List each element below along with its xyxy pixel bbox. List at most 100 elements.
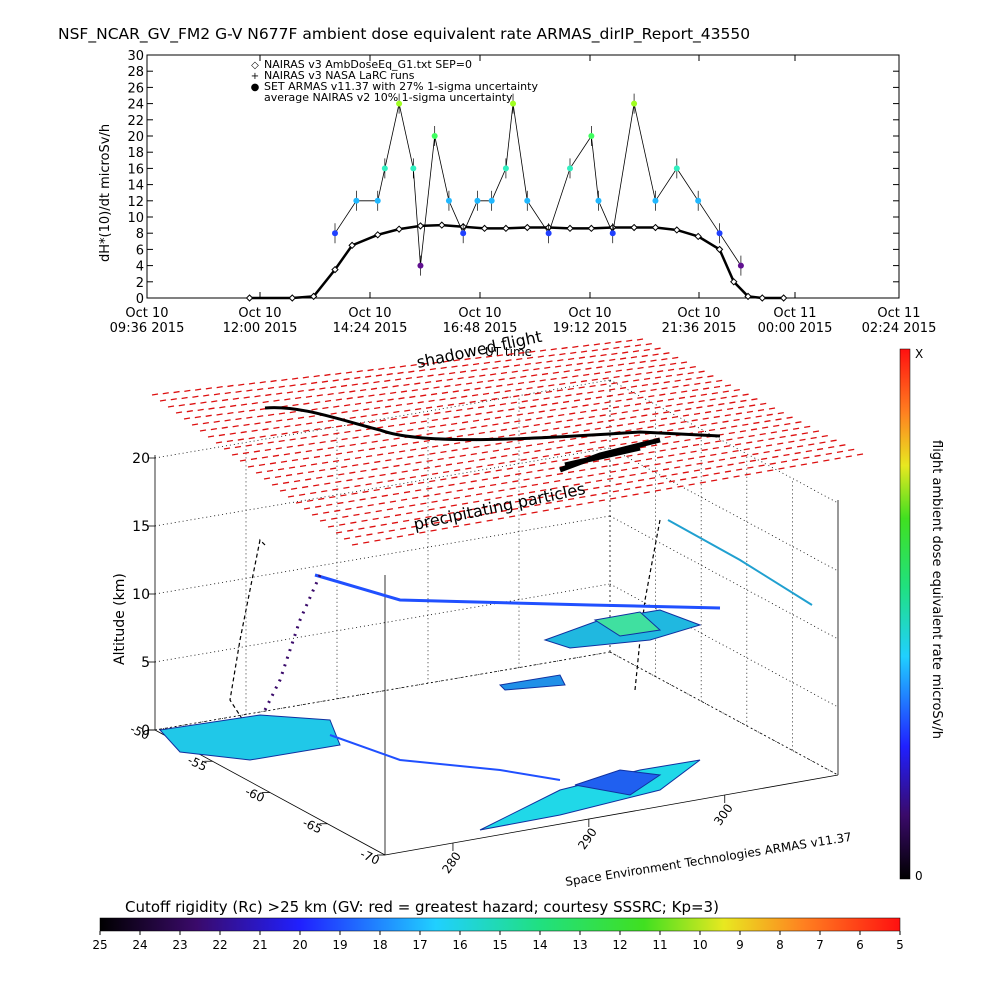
particle-dash	[335, 372, 342, 375]
particle-dash	[181, 396, 188, 400]
armas-point	[332, 230, 338, 237]
particle-dash	[609, 470, 617, 473]
particle-dash	[515, 388, 522, 391]
particle-dash	[641, 414, 648, 417]
particle-dash	[587, 501, 594, 504]
particle-dash	[670, 447, 677, 450]
particle-dash	[379, 446, 387, 449]
dose-colorbar: X 0 flight ambient dose equivalent rate …	[899, 347, 944, 883]
particle-dash	[509, 376, 516, 380]
particle-dash	[374, 433, 381, 436]
colorbar-tick-label: 17	[412, 938, 427, 952]
particle-dash	[665, 404, 672, 408]
legend-symbol: ●	[251, 82, 260, 93]
particle-dash	[454, 469, 461, 472]
lat-tick-label: -55	[185, 753, 209, 774]
particle-dash	[572, 430, 579, 434]
particle-dash	[606, 394, 613, 398]
particle-dash	[616, 424, 623, 427]
particle-dash	[580, 380, 588, 383]
particle-dash	[472, 394, 479, 397]
particle-dash	[600, 383, 607, 386]
particle-dash	[483, 361, 490, 365]
particle-dash	[381, 386, 388, 389]
particle-dash	[400, 390, 408, 393]
particle-dash	[652, 353, 659, 356]
particle-dash	[230, 404, 237, 408]
particle-dash	[459, 454, 466, 457]
particle-dash	[357, 395, 364, 399]
particle-dash	[503, 502, 510, 505]
particle-dash	[347, 529, 354, 532]
particle-dash	[380, 523, 387, 526]
particle-dash	[561, 432, 568, 435]
particle-dash	[396, 535, 403, 538]
particle-dash	[344, 430, 351, 434]
particle-dash	[573, 483, 580, 486]
particle-dash	[542, 481, 550, 485]
wall-grid-line	[154, 651, 611, 731]
particle-dash	[830, 439, 837, 442]
particle-dash	[205, 387, 212, 390]
particle-dash	[412, 468, 419, 472]
particle-dash	[589, 384, 596, 388]
timeseries-y-label: dH*(10)/dt microSv/h	[98, 124, 113, 262]
particle-dash	[273, 399, 280, 402]
particle-dash	[429, 479, 436, 483]
particle-dash	[232, 425, 239, 428]
particle-dash	[572, 375, 579, 378]
particle-dash	[748, 434, 755, 438]
particle-dash	[387, 398, 394, 401]
particle-dash	[660, 475, 667, 478]
particle-dash	[676, 373, 683, 376]
particle-dash	[635, 373, 642, 376]
particle-dash	[528, 380, 535, 383]
particle-dash	[421, 446, 428, 450]
particle-dash	[527, 411, 534, 415]
particle-dash	[385, 537, 392, 540]
particle-dash	[556, 389, 563, 392]
particle-dash	[341, 438, 348, 441]
particle-dash	[595, 479, 603, 482]
particle-dash	[612, 463, 619, 466]
particle-dash	[264, 448, 271, 452]
particle-dash	[403, 383, 410, 387]
dose-colorbar-bottom-label: 0	[915, 869, 923, 883]
particle-dash	[461, 395, 468, 398]
particle-dash	[467, 433, 474, 436]
particle-dash	[246, 389, 253, 392]
particle-dash	[345, 507, 352, 511]
particle-dash	[600, 353, 607, 357]
nairas-v3-point	[779, 294, 788, 302]
particle-dash	[501, 482, 508, 485]
particle-dash	[442, 417, 449, 420]
particle-dash	[637, 452, 644, 456]
particle-dash	[571, 405, 578, 409]
particle-dash	[724, 414, 731, 417]
particle-dash	[360, 469, 367, 473]
particle-dash	[508, 408, 515, 411]
legend-text: SET ARMAS v11.37 with 27% 1-sigma uncert…	[264, 80, 538, 93]
particle-dash	[330, 412, 337, 415]
particle-dash	[581, 436, 588, 439]
particle-dash	[237, 438, 244, 441]
particle-dash	[447, 511, 454, 515]
particle-dash	[510, 401, 517, 404]
particle-dash	[451, 449, 458, 452]
particle-dash	[484, 444, 491, 447]
particle-dash	[476, 465, 483, 468]
particle-dash	[261, 456, 269, 459]
particle-dash	[283, 453, 291, 456]
particle-dash	[218, 433, 226, 437]
nairas-v3-point	[730, 278, 738, 286]
particle-dash	[393, 410, 400, 414]
particle-dash	[720, 396, 727, 400]
particle-dash	[346, 423, 354, 426]
particle-dash	[500, 428, 507, 431]
particle-dash	[503, 474, 511, 478]
particle-dash	[184, 389, 191, 392]
particle-dash	[486, 355, 493, 358]
colorbar-tick-label: 10	[692, 938, 707, 952]
particle-dash	[475, 521, 482, 524]
particle-dash	[680, 478, 687, 481]
